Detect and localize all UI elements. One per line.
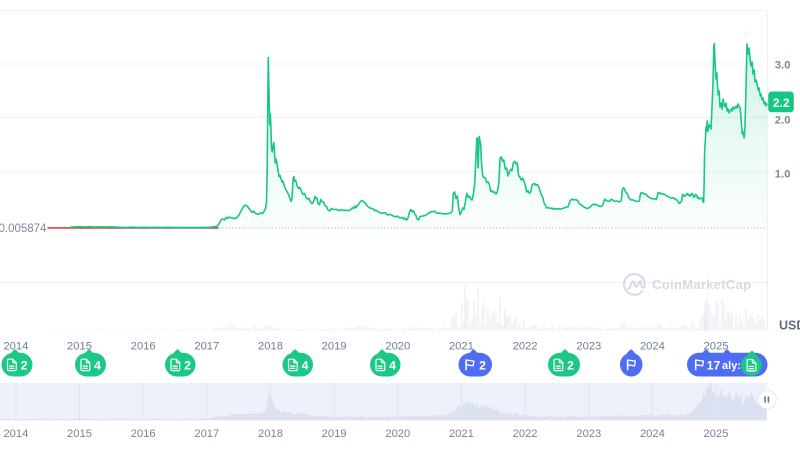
svg-text:2022: 2022 bbox=[513, 341, 538, 353]
svg-text:2014: 2014 bbox=[3, 341, 28, 353]
svg-text:2018: 2018 bbox=[258, 341, 283, 353]
svg-text:2021: 2021 bbox=[449, 341, 474, 353]
svg-text:CoinMarketCap: CoinMarketCap bbox=[652, 277, 751, 292]
svg-text:2019: 2019 bbox=[322, 428, 347, 440]
svg-text:2020: 2020 bbox=[385, 428, 410, 440]
svg-text:2018: 2018 bbox=[258, 428, 283, 440]
svg-text:2: 2 bbox=[567, 358, 574, 372]
svg-text:17: 17 bbox=[707, 359, 721, 373]
svg-text:2014: 2014 bbox=[3, 428, 28, 440]
svg-text:aly:: aly: bbox=[722, 360, 741, 372]
svg-text:2022: 2022 bbox=[513, 428, 538, 440]
svg-text:2015: 2015 bbox=[67, 428, 92, 440]
svg-text:2: 2 bbox=[21, 358, 28, 372]
svg-text:4: 4 bbox=[302, 358, 309, 372]
svg-text:2016: 2016 bbox=[131, 428, 156, 440]
svg-text:2.0: 2.0 bbox=[775, 114, 791, 126]
svg-text:2017: 2017 bbox=[194, 428, 219, 440]
svg-text:USD: USD bbox=[779, 319, 800, 333]
svg-text:2020: 2020 bbox=[385, 341, 410, 353]
svg-text:2021: 2021 bbox=[449, 428, 474, 440]
svg-text:3.0: 3.0 bbox=[775, 60, 791, 72]
svg-text:1.0: 1.0 bbox=[775, 168, 791, 180]
svg-text:2023: 2023 bbox=[576, 341, 601, 353]
svg-text:2024: 2024 bbox=[640, 341, 665, 353]
svg-text:2025: 2025 bbox=[704, 341, 729, 353]
svg-text:2.2: 2.2 bbox=[773, 96, 790, 110]
svg-text:2024: 2024 bbox=[640, 428, 665, 440]
svg-text:2025: 2025 bbox=[704, 428, 729, 440]
svg-text:2017: 2017 bbox=[194, 341, 219, 353]
svg-text:2016: 2016 bbox=[131, 341, 156, 353]
svg-text:4: 4 bbox=[94, 358, 101, 372]
svg-text:2015: 2015 bbox=[67, 341, 92, 353]
svg-text:0.005874: 0.005874 bbox=[0, 223, 47, 235]
svg-text:2: 2 bbox=[184, 358, 191, 372]
svg-text:2019: 2019 bbox=[322, 341, 347, 353]
svg-text:4: 4 bbox=[389, 358, 396, 372]
svg-text:2023: 2023 bbox=[576, 428, 601, 440]
svg-text:2: 2 bbox=[479, 358, 486, 372]
